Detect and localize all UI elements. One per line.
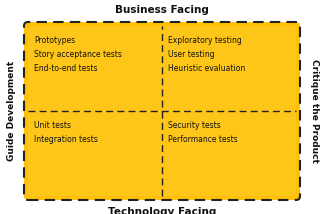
Text: Critique the Product: Critique the Product bbox=[309, 59, 318, 163]
Text: Integration tests: Integration tests bbox=[34, 135, 98, 144]
FancyBboxPatch shape bbox=[28, 111, 162, 196]
Text: User testing: User testing bbox=[168, 50, 215, 59]
Text: Business Facing: Business Facing bbox=[115, 5, 209, 15]
Text: Heuristic evaluation: Heuristic evaluation bbox=[168, 64, 245, 73]
Text: Performance tests: Performance tests bbox=[168, 135, 238, 144]
Text: Security tests: Security tests bbox=[168, 121, 221, 130]
FancyBboxPatch shape bbox=[162, 111, 296, 196]
Text: Exploratory testing: Exploratory testing bbox=[168, 36, 242, 45]
Text: Technology Facing: Technology Facing bbox=[108, 207, 216, 214]
Text: Story acceptance tests: Story acceptance tests bbox=[34, 50, 122, 59]
FancyBboxPatch shape bbox=[24, 22, 300, 200]
Text: Guide Development: Guide Development bbox=[7, 61, 17, 161]
Text: Prototypes: Prototypes bbox=[34, 36, 75, 45]
Text: Unit tests: Unit tests bbox=[34, 121, 71, 130]
Text: End-to-end tests: End-to-end tests bbox=[34, 64, 98, 73]
FancyBboxPatch shape bbox=[162, 26, 296, 111]
FancyBboxPatch shape bbox=[28, 26, 162, 111]
